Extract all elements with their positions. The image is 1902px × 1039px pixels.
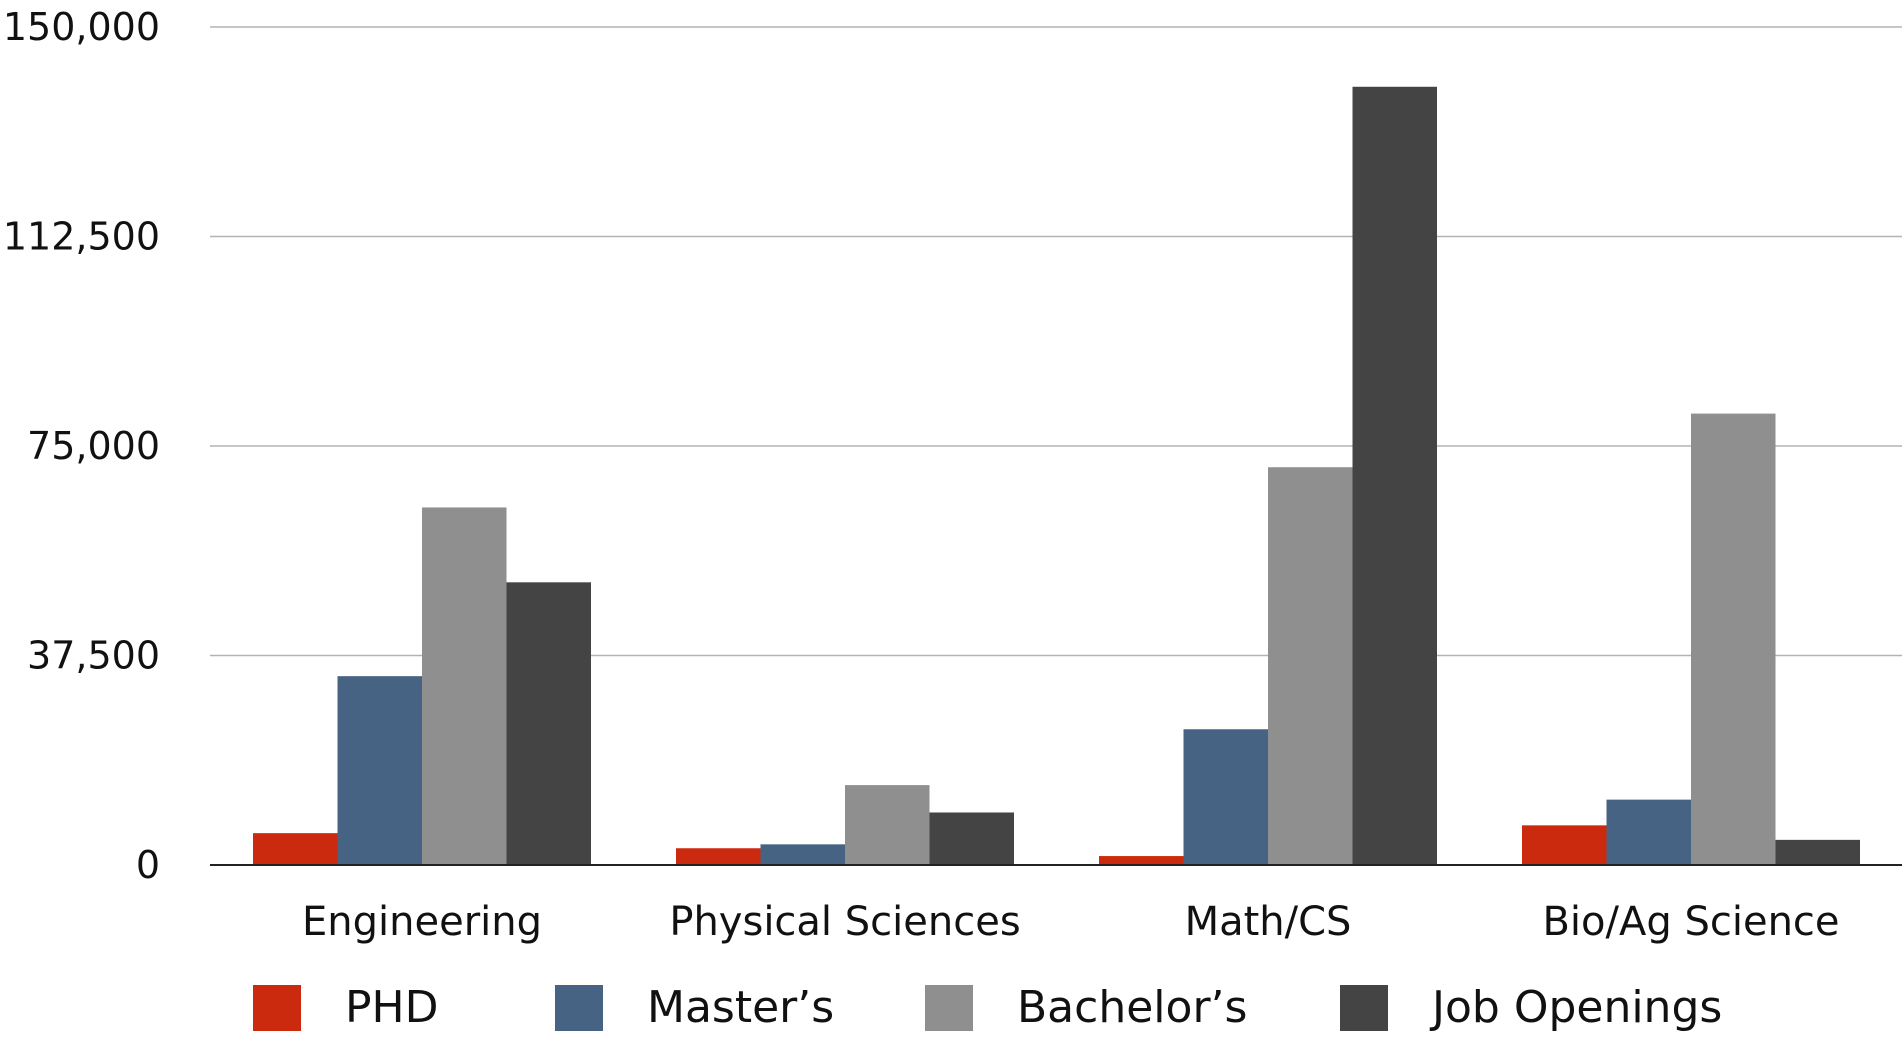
bar-math-cs-phd [1099, 856, 1184, 865]
bar-engineering-master-s [337, 676, 422, 865]
bar-math-cs-bachelor-s [1268, 467, 1353, 865]
legend-swatch-master-s [555, 985, 603, 1031]
bar-bio-ag-science-phd [1522, 825, 1607, 865]
x-tick-label: Bio/Ag Science [1542, 899, 1839, 945]
bars [253, 86, 1860, 865]
y-tick-label: 37,500 [27, 634, 160, 678]
bar-math-cs-master-s [1183, 729, 1268, 865]
bar-engineering-phd [253, 833, 338, 865]
legend-swatch-bachelor-s [925, 985, 973, 1031]
y-tick-label: 0 [136, 843, 160, 887]
legend-swatch-phd [253, 985, 301, 1031]
axes: 0 37,500 75,000 112,500 150,000 Engineering Ph… [3, 5, 1902, 945]
legend-label-phd: PHD [345, 982, 439, 1033]
y-tick-label: 150,000 [3, 5, 160, 49]
legend-swatch-job-openings [1340, 985, 1388, 1031]
gridlines [210, 26, 1902, 657]
x-tick-label: Engineering [302, 899, 542, 945]
bar-bio-ag-science-job-openings [1775, 839, 1860, 865]
bar-math-cs-job-openings [1352, 86, 1437, 865]
bar-bio-ag-science-master-s [1606, 799, 1691, 865]
y-tick-label: 112,500 [3, 215, 160, 259]
bar-engineering-bachelor-s [422, 507, 507, 865]
legend: PHD Master’s Bachelor’s Job Openings [253, 982, 1722, 1033]
bar-physical-sciences-phd [676, 848, 761, 865]
bar-physical-sciences-master-s [760, 844, 845, 865]
x-tick-label: Math/CS [1185, 899, 1352, 945]
bar-physical-sciences-bachelor-s [845, 785, 930, 865]
legend-label-bachelor-s: Bachelor’s [1017, 982, 1247, 1033]
legend-label-job-openings: Job Openings [1429, 982, 1722, 1033]
x-tick-label: Physical Sciences [669, 899, 1020, 945]
legend-label-master-s: Master’s [647, 982, 834, 1033]
bar-physical-sciences-job-openings [929, 812, 1014, 865]
bar-bio-ag-science-bachelor-s [1691, 413, 1776, 865]
y-tick-label: 75,000 [27, 424, 160, 468]
bar-engineering-job-openings [506, 582, 591, 865]
